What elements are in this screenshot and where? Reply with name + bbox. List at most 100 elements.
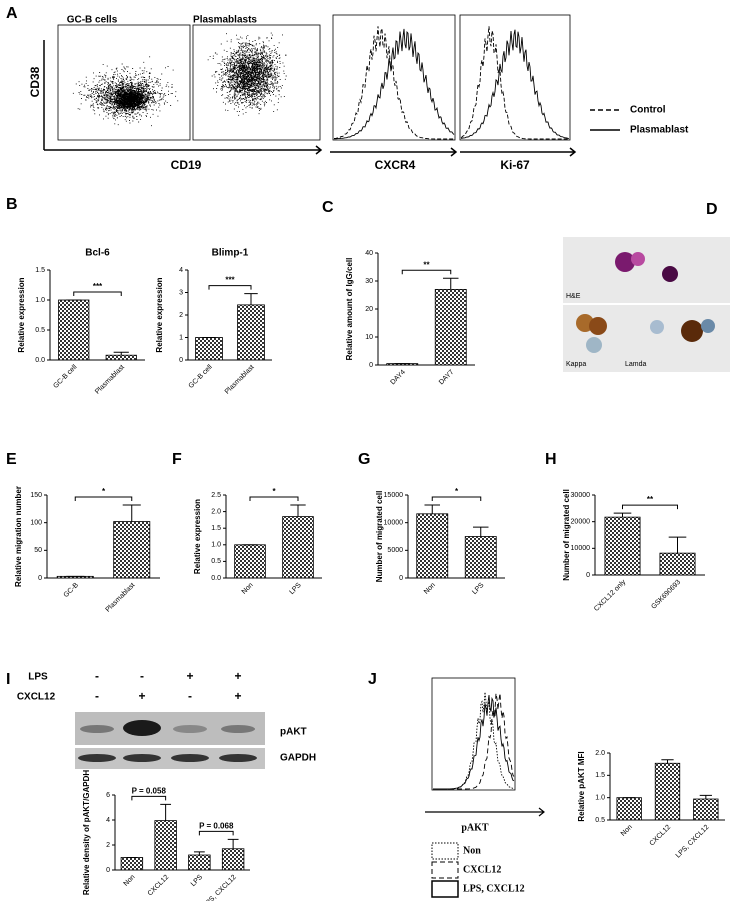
- x-tick-label: CXCL12 only: [593, 578, 627, 612]
- y-tick-label: 3: [179, 289, 183, 296]
- band-label: pAKT: [280, 727, 307, 738]
- panel-letter: C: [322, 199, 334, 216]
- y-tick-label: 0: [179, 357, 183, 364]
- blot: [75, 748, 265, 769]
- panel-letter: J: [368, 671, 377, 688]
- panel-letter: G: [358, 451, 370, 468]
- significance-label: *: [102, 487, 106, 496]
- x-tick-label: LPS, CXCL12: [675, 824, 711, 860]
- y-tick-label: 1.5: [595, 772, 605, 779]
- y-tick-label: 30000: [571, 492, 591, 499]
- y-tick-label: 2: [179, 312, 183, 319]
- y-axis-label: Relative density of pAKT/GAPDH: [82, 770, 91, 896]
- panel-letter: D: [706, 201, 718, 218]
- y-tick-label: 30: [365, 278, 373, 285]
- y-axis-label: CD38: [28, 66, 42, 97]
- y-tick-label: 2.0: [211, 508, 221, 515]
- cxcl12-sign: +: [234, 689, 241, 703]
- y-axis-label: Relative pAKT MFI: [577, 751, 586, 821]
- y-tick-label: 10: [365, 334, 373, 341]
- histogram-curve: [334, 28, 455, 140]
- panel-letter: I: [6, 671, 10, 688]
- x-tick-label: DAY7: [438, 369, 456, 387]
- histogram-curve: [460, 26, 569, 140]
- y-tick-label: 1: [179, 334, 183, 341]
- axis-arrow: [425, 807, 545, 817]
- y-tick-label: 0: [399, 575, 403, 582]
- axis-arrow: [43, 40, 323, 155]
- x-tick-label: DAY4: [389, 369, 407, 387]
- legend-label: Non: [463, 845, 481, 856]
- y-tick-label: 0: [586, 572, 590, 579]
- x-tick-label: Plasmablast: [224, 364, 256, 396]
- y-tick-label: 15000: [384, 492, 404, 499]
- flow-frame: [431, 677, 516, 791]
- x-tick-label: LPS: [471, 582, 486, 597]
- bands: [78, 720, 257, 762]
- x-tick-label: GC-B cell: [52, 363, 78, 389]
- x-tick-label: GSK690693: [650, 579, 682, 611]
- axis-arrow: [330, 147, 577, 157]
- x-axis-label: CXCR4: [375, 158, 416, 172]
- bar: [693, 798, 719, 821]
- significance-label: *: [272, 487, 276, 496]
- x-tick-label: Plasmablast: [105, 582, 137, 614]
- bar: [188, 854, 211, 871]
- y-tick-label: 2.0: [595, 750, 605, 757]
- error-bar: [613, 512, 632, 518]
- y-tick-label: 1.5: [35, 267, 45, 274]
- error-bar: [668, 536, 687, 554]
- error-bar: [244, 293, 258, 305]
- y-tick-label: 2.5: [211, 492, 221, 499]
- error-bar: [113, 351, 129, 356]
- x-tick-label: CXCL12: [649, 824, 673, 848]
- bar: [659, 552, 696, 576]
- lps-sign: +: [234, 669, 241, 683]
- y-tick-label: 10000: [384, 520, 404, 527]
- significance-bracket: [73, 291, 122, 296]
- y-tick-label: 50: [34, 547, 42, 554]
- x-tick-label: Non: [241, 582, 255, 596]
- x-tick-label: Non: [123, 874, 137, 888]
- y-tick-label: 4: [179, 267, 183, 274]
- bar: [464, 536, 497, 579]
- significance-label: **: [647, 495, 654, 504]
- significance-bracket: [208, 285, 252, 290]
- y-axis-label: Relative expression: [193, 499, 202, 574]
- legend-box: [431, 861, 459, 879]
- legend-box: [431, 842, 459, 860]
- x-tick-label: Non: [423, 582, 437, 596]
- y-tick-label: 6: [106, 792, 110, 799]
- x-axis-label: Ki-67: [500, 158, 530, 172]
- panel-letter: F: [172, 451, 182, 468]
- significance-label: **: [423, 260, 430, 269]
- y-tick-label: 5000: [387, 547, 403, 554]
- y-tick-label: 150: [30, 492, 42, 499]
- legend-label: CXCL12: [463, 864, 501, 875]
- bar: [604, 516, 641, 576]
- panel-letter: H: [545, 451, 557, 468]
- panel-letter: B: [6, 196, 18, 213]
- error-bar: [442, 277, 459, 290]
- y-tick-label: 0: [106, 867, 110, 874]
- y-tick-label: 2: [106, 842, 110, 849]
- significance-bracket: [131, 795, 167, 801]
- y-tick-label: 20000: [571, 519, 591, 526]
- chart-title: Bcl-6: [85, 248, 110, 259]
- y-tick-label: 1.5: [211, 525, 221, 532]
- scatter-title: Plasmablasts: [193, 15, 257, 26]
- histogram-curve: [433, 692, 515, 790]
- significance-bracket: [431, 496, 482, 501]
- cxcl12-sign: -: [188, 689, 192, 703]
- histogram-curve: [334, 26, 454, 140]
- y-tick-label: 4: [106, 817, 110, 824]
- row-label: LPS: [28, 672, 48, 683]
- legend-label: LPS, CXCL12: [463, 883, 525, 894]
- cells: [576, 252, 715, 353]
- significance-label: ***: [93, 282, 103, 291]
- x-tick-label: Non: [620, 824, 634, 838]
- stain-label: Lamda: [625, 361, 647, 368]
- y-axis-label: Relative migration number: [14, 486, 23, 587]
- stain-label: H&E: [566, 293, 581, 300]
- y-axis-label: Relative expression: [155, 277, 164, 352]
